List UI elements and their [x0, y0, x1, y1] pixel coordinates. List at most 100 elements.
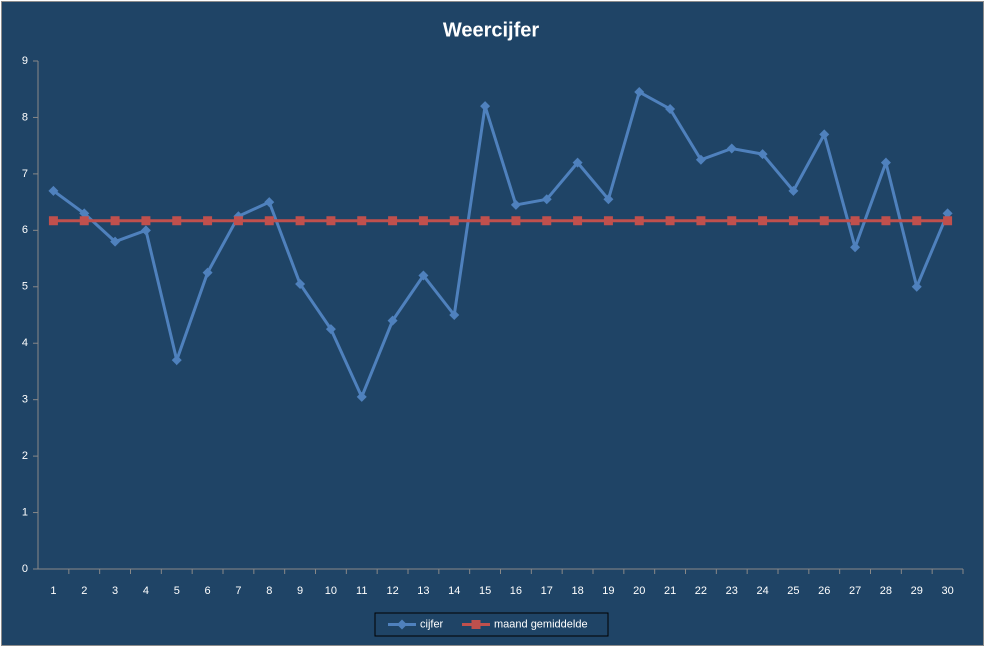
- data-point: [79, 208, 90, 219]
- data-point: [141, 216, 151, 226]
- legend-marker: [397, 619, 407, 630]
- x-tick-label: 27: [849, 585, 861, 597]
- data-point: [326, 216, 336, 226]
- data-point: [295, 278, 306, 289]
- x-tick-label: 21: [664, 585, 676, 597]
- data-point: [572, 157, 583, 168]
- x-tick-label: 16: [510, 585, 522, 597]
- x-tick-label: 5: [174, 585, 180, 597]
- data-point: [850, 216, 860, 226]
- legend-marker: [471, 620, 481, 629]
- data-point: [727, 216, 737, 226]
- data-point: [819, 216, 829, 226]
- data-point: [480, 216, 490, 226]
- data-point: [758, 216, 768, 226]
- data-point: [603, 194, 614, 205]
- x-tick-label: 24: [756, 585, 768, 597]
- data-point: [110, 216, 120, 226]
- y-tick-label: 0: [22, 563, 28, 575]
- data-point: [788, 216, 798, 226]
- x-tick-label: 20: [633, 585, 645, 597]
- y-tick-label: 8: [22, 111, 28, 123]
- x-tick-label: 14: [448, 585, 460, 597]
- x-tick-label: 1: [50, 585, 56, 597]
- data-point: [942, 208, 953, 219]
- data-point: [757, 149, 768, 160]
- x-tick-label: 2: [81, 585, 87, 597]
- data-point: [449, 310, 460, 320]
- x-tick-label: 10: [325, 585, 337, 597]
- data-point: [295, 216, 305, 226]
- data-point: [911, 281, 922, 292]
- y-tick-label: 4: [22, 337, 28, 349]
- data-point: [203, 216, 213, 226]
- x-tick-label: 4: [143, 585, 149, 597]
- data-point: [140, 225, 151, 236]
- series-line: [52, 89, 949, 401]
- data-point: [819, 129, 830, 140]
- data-point: [788, 185, 799, 196]
- data-point: [79, 216, 89, 226]
- data-point: [511, 216, 521, 226]
- x-tick-label: 18: [571, 585, 583, 597]
- data-point: [726, 143, 737, 154]
- data-point: [418, 270, 429, 281]
- x-tick-label: 23: [726, 585, 738, 597]
- x-tick-label: 19: [602, 585, 614, 597]
- data-point: [356, 391, 367, 402]
- data-point: [357, 216, 367, 226]
- data-point: [233, 216, 243, 226]
- y-tick-label: 9: [22, 55, 28, 67]
- data-point: [912, 216, 922, 226]
- data-point: [387, 315, 398, 326]
- data-point: [449, 216, 459, 226]
- data-point: [880, 157, 891, 168]
- legend-label: cijfer: [420, 618, 444, 630]
- x-tick-label: 6: [205, 585, 211, 597]
- data-point: [388, 216, 398, 226]
- chart-title: Weercijfer: [443, 19, 540, 41]
- y-tick-label: 2: [22, 450, 28, 462]
- x-tick-label: 28: [880, 585, 892, 597]
- data-point: [943, 216, 953, 226]
- data-point: [418, 216, 428, 226]
- data-point: [202, 267, 213, 278]
- y-tick-label: 6: [22, 224, 28, 236]
- data-point: [603, 216, 613, 226]
- y-tick-label: 5: [22, 281, 28, 293]
- data-point: [881, 216, 891, 226]
- x-tick-label: 30: [941, 585, 953, 597]
- data-point: [110, 236, 121, 247]
- data-point: [510, 199, 521, 210]
- data-point: [695, 154, 706, 165]
- x-tick-label: 25: [787, 585, 799, 597]
- x-tick-label: 22: [695, 585, 707, 597]
- data-point: [172, 216, 182, 226]
- x-tick-label: 15: [479, 585, 491, 597]
- y-tick-label: 3: [22, 394, 28, 406]
- x-tick-label: 12: [386, 585, 398, 597]
- data-point: [264, 197, 275, 208]
- data-point: [665, 103, 676, 114]
- data-point: [542, 216, 552, 226]
- x-tick-label: 3: [112, 585, 118, 597]
- data-point: [171, 355, 182, 366]
- data-point: [696, 216, 706, 226]
- x-tick-label: 17: [541, 585, 553, 597]
- x-tick-label: 29: [911, 585, 923, 597]
- data-point: [264, 216, 274, 226]
- x-tick-label: 26: [818, 585, 830, 597]
- data-point: [634, 216, 644, 226]
- data-point: [480, 101, 491, 112]
- x-tick-label: 13: [417, 585, 429, 597]
- data-point: [665, 216, 675, 226]
- x-tick-label: 11: [356, 585, 367, 597]
- x-tick-label: 8: [266, 585, 272, 597]
- y-tick-label: 7: [22, 168, 28, 180]
- x-tick-label: 7: [235, 585, 241, 597]
- data-point: [541, 194, 552, 205]
- x-tick-label: 9: [297, 585, 303, 597]
